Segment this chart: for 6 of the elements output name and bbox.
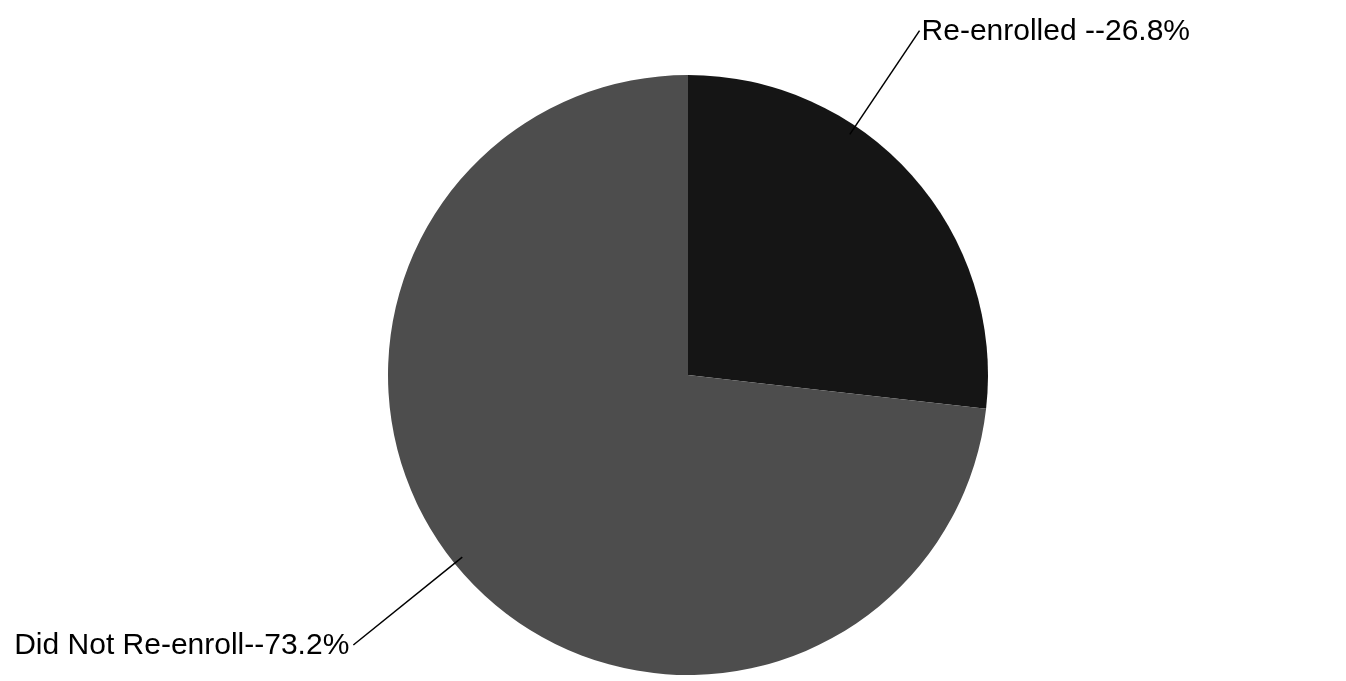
pie-slice [688, 75, 988, 409]
data-label: 73.2% [264, 627, 350, 660]
data-label: 26.8% [1104, 12, 1191, 46]
pie-slice [388, 75, 987, 675]
slice-label: Re-enrolled -- [921, 12, 1105, 46]
slice-label: Did Not Re-enroll-- [14, 627, 265, 660]
